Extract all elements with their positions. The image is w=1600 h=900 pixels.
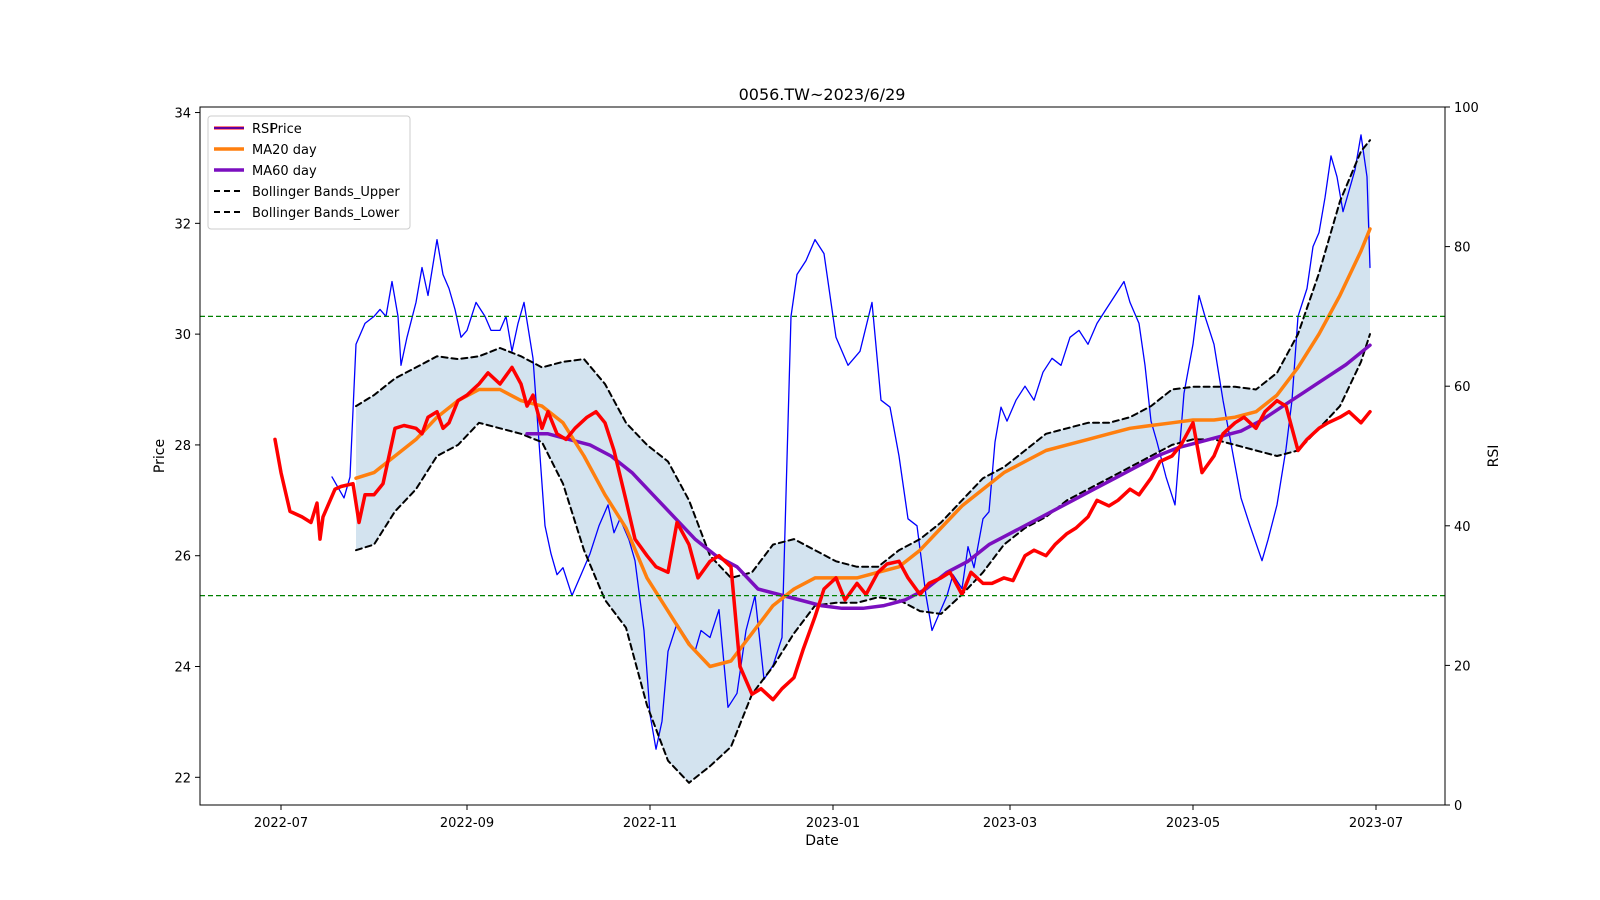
legend-label-ma60-day: MA60 day <box>252 164 317 179</box>
y2-tick-label: 0 <box>1454 799 1462 814</box>
rsi-line <box>331 134 1371 750</box>
legend-label-bollinger-bands-upper: Bollinger Bands_Upper <box>252 185 400 200</box>
plot-layer <box>200 134 1445 784</box>
x-tick-label: 2022-09 <box>440 816 494 831</box>
x-tick-label: 2023-03 <box>983 816 1037 831</box>
y2-axis-label: RSI <box>1486 445 1502 468</box>
bollinger-band-fill <box>356 140 1370 783</box>
y-tick-label: 26 <box>174 550 191 565</box>
y2-tick-label: 80 <box>1454 241 1471 256</box>
y2-tick-label: 20 <box>1454 659 1471 674</box>
x-tick-label: 2022-11 <box>623 816 677 831</box>
plot-area <box>200 134 1445 784</box>
y2-tick-label: 60 <box>1454 380 1471 395</box>
x-tick-label: 2023-01 <box>806 816 860 831</box>
legend-label-rsi: RSI <box>252 122 273 137</box>
y2-tick-label: 40 <box>1454 520 1471 535</box>
y-tick-label: 30 <box>174 328 191 343</box>
x-tick-label: 2022-07 <box>254 816 308 831</box>
y-tick-label: 32 <box>174 217 191 232</box>
y-tick-label: 28 <box>174 439 191 454</box>
y-tick-label: 22 <box>174 771 191 786</box>
x-tick-label: 2023-05 <box>1166 816 1220 831</box>
legend-box <box>207 115 411 230</box>
price-line <box>273 365 1372 702</box>
bollinger-upper-line <box>355 139 1371 579</box>
x-tick-label: 2023-07 <box>1349 816 1403 831</box>
y-tick-label: 24 <box>174 661 191 676</box>
legend-label-price: Price <box>270 122 302 137</box>
axes-layer: 2022-07 2022-09 2022-11 2023-01 2023-03 2023-… <box>174 101 1478 831</box>
y-axis-label: Price <box>152 439 168 473</box>
y-tick-label: 34 <box>174 107 191 122</box>
y2-tick-label: 100 <box>1454 101 1479 116</box>
chart-title: 0056.TW~2023/6/29 <box>739 85 906 104</box>
x-axis-label: Date <box>805 833 838 849</box>
plot-frame <box>199 106 1446 806</box>
legend-label-ma20-day: MA20 day <box>252 143 317 158</box>
legend-label-bollinger-bands-lower: Bollinger Bands_Lower <box>252 206 400 221</box>
